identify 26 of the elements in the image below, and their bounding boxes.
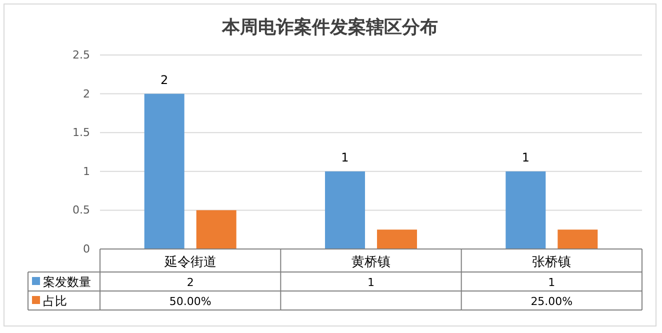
- bar: [196, 210, 236, 249]
- text: 2: [160, 72, 168, 87]
- y-tick-label: 1.5: [72, 126, 90, 140]
- bar: [325, 171, 365, 249]
- data-label: 25.00%: [530, 295, 573, 308]
- y-tick-label: 1: [83, 164, 90, 178]
- bar: [377, 230, 417, 249]
- data-label: 2: [186, 276, 194, 289]
- y-tick-label: 0.5: [72, 204, 90, 217]
- data-label: 1: [548, 276, 556, 289]
- legend-label: 案发数量: [43, 275, 91, 289]
- legend-label: 占比: [43, 294, 67, 308]
- chart-title: 本周电诈案件发案辖区分布: [221, 17, 438, 38]
- text: 1: [341, 150, 349, 164]
- data-label: 50.00%: [169, 295, 212, 308]
- x-tick-label: 黄桥镇: [352, 255, 390, 270]
- bar: [144, 94, 184, 249]
- y-tick-label: 0: [83, 242, 90, 256]
- data-label: 1: [368, 276, 374, 289]
- text: 1: [522, 150, 530, 164]
- bar: [506, 171, 546, 249]
- x-tick-label: 延令街道: [163, 255, 216, 270]
- bar: [558, 230, 598, 249]
- y-tick-label: 2.5: [72, 48, 90, 62]
- y-tick-label: 2: [83, 87, 90, 100]
- x-tick-label: 张桥镇: [532, 255, 572, 270]
